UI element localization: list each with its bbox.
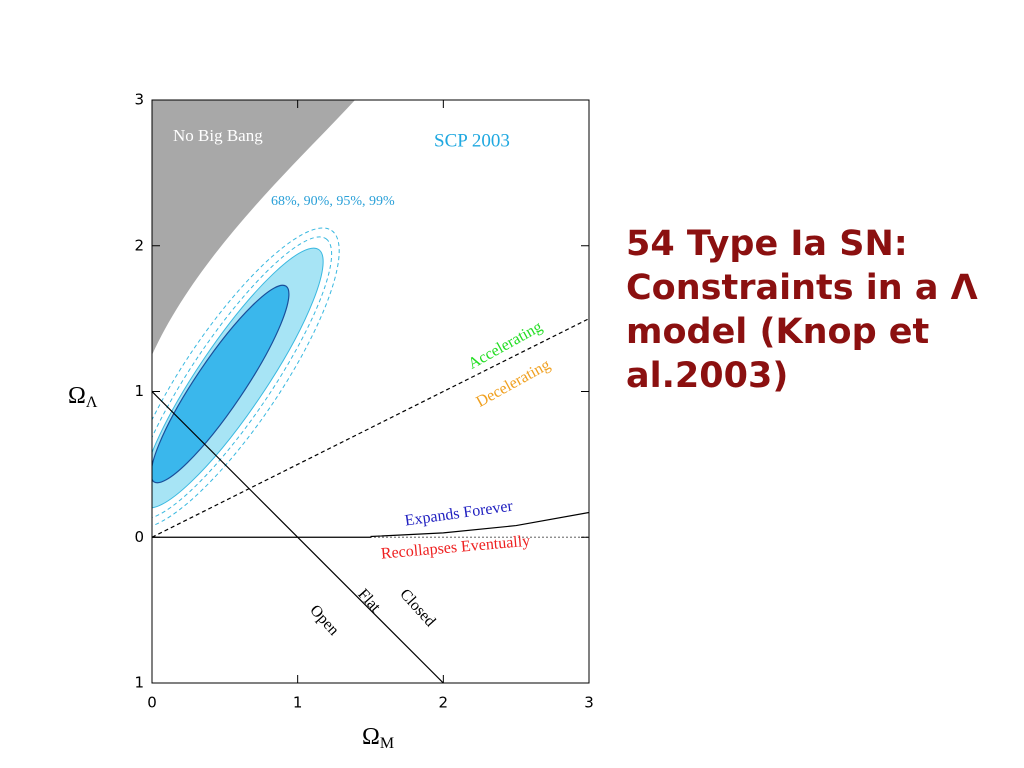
y-tick-label: 1 — [134, 674, 144, 692]
annotation: No Big Bang — [173, 126, 263, 145]
contour-99 — [152, 227, 340, 529]
x-tick-label: 3 — [584, 694, 594, 712]
x-tick-label: 2 — [439, 694, 449, 712]
y-tick-label: 0 — [134, 528, 144, 546]
line — [370, 511, 589, 538]
y-axis-label: ΩΛ — [68, 383, 98, 411]
annotation: Open — [306, 602, 342, 639]
annotation: Flat — [354, 586, 384, 616]
y-tick-label: 1 — [134, 382, 144, 400]
line — [152, 318, 589, 538]
x-tick-label: 0 — [147, 694, 157, 712]
annotation: Closed — [396, 586, 438, 630]
annotation: Expands Forever — [404, 498, 515, 530]
y-tick-label: 3 — [134, 91, 144, 109]
annotation: 68%, 90%, 95%, 99% — [271, 194, 395, 209]
no-big-bang-region — [152, 100, 355, 355]
contour-95 — [152, 236, 333, 520]
contour-68 — [152, 284, 290, 484]
plot-region — [152, 100, 355, 529]
annotation: SCP 2003 — [434, 130, 510, 151]
x-axis-label: ΩM — [362, 724, 394, 752]
slide-title: 54 Type Ia SN: Constraints in a Λ model … — [626, 224, 978, 396]
x-tick-label: 1 — [293, 694, 303, 712]
y-tick-label: 2 — [134, 236, 144, 254]
